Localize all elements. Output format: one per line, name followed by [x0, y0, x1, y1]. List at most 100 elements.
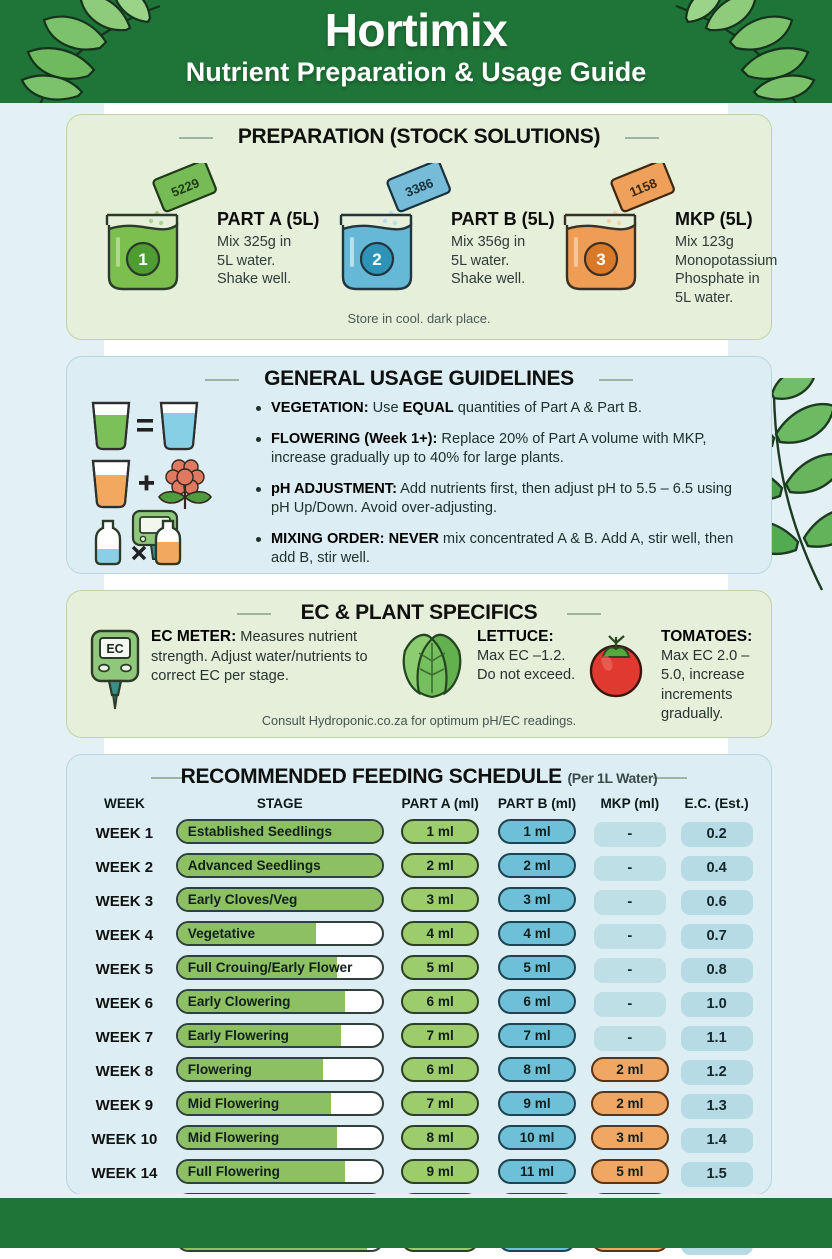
part-b-pill: 1 ml — [498, 819, 576, 844]
stage-pill: Full Crouing/Early Flower — [175, 955, 384, 980]
mkp-empty: - — [593, 991, 666, 1017]
col-week: WEEK — [103, 796, 145, 811]
usage-guidelines-panel: GENERAL USAGE GUIDELINES — [66, 356, 772, 574]
cell-mkp: 2 ml — [585, 1055, 674, 1089]
part-b-pill: 6 ml — [498, 989, 576, 1014]
guideline-ph-text: Add nutrients first, then adjust pH to 5… — [271, 481, 732, 516]
cell-week: WEEK 7 — [81, 1021, 168, 1055]
mkp-empty: - — [593, 1025, 666, 1051]
part-b-pill: 3 ml — [498, 887, 576, 912]
cell-part-a: 1 ml — [392, 817, 489, 851]
stage-pill: Flowering — [175, 1057, 384, 1082]
cell-part-b: 5 ml — [489, 953, 586, 987]
table-row: WEEK 3 Early Cloves/Veg 3 ml 3 ml -0.6 — [81, 885, 759, 919]
ec-value: 0.6 — [680, 889, 753, 915]
prep-heading-a: PART A (5L) — [217, 209, 320, 229]
part-a-pill: 1 ml — [401, 819, 480, 844]
cell-part-b: 1 ml — [489, 817, 586, 851]
cell-part-b: 7 ml — [489, 1021, 586, 1055]
week-label: WEEK 4 — [95, 927, 154, 944]
cell-stage: Full Flowering — [168, 1157, 392, 1191]
ec-value: 1.5 — [680, 1161, 753, 1187]
mkp-empty: - — [593, 889, 666, 915]
table-row: WEEK 14 Full Flowering 9 ml 11 ml 5 ml 1.5 — [81, 1157, 759, 1191]
col-stage: STAGE — [256, 796, 303, 811]
cell-ec: 0.4 — [674, 851, 759, 885]
ec-value: 0.8 — [680, 957, 753, 983]
ec-item-lettuce: LETTUCE: Max EC –1.2. Do not exceed. — [399, 627, 579, 703]
guidelines-title: GENERAL USAGE GUIDELINES — [264, 367, 574, 390]
ec-value: 1.0 — [680, 991, 753, 1017]
guideline-mixing-text2: mix concentrated A & B. Add A, stir well… — [271, 531, 734, 566]
ec-meter-icon: EC — [90, 629, 140, 710]
cell-part-b: 10 ml — [489, 1123, 586, 1157]
cell-part-a: 7 ml — [392, 1089, 489, 1123]
cell-week: WEEK 4 — [81, 919, 168, 953]
cell-mkp: - — [585, 953, 674, 987]
stage-label: Early Flowering — [187, 1028, 289, 1043]
guideline-mixing-strong: NEVER — [388, 531, 439, 547]
guideline-ph-label: pH ADJUSTMENT: — [271, 481, 397, 497]
cell-stage: Flowering — [168, 1055, 392, 1089]
part-a-pill: 4 ml — [401, 921, 480, 946]
stage-pill: Mid Flowering — [175, 1125, 384, 1150]
stage-progress-fill — [177, 1059, 323, 1080]
cell-ec: 1.0 — [674, 987, 759, 1021]
times-icon — [131, 545, 147, 561]
lettuce-body: Max EC –1.2. Do not exceed. — [477, 647, 576, 684]
cell-mkp: - — [585, 987, 674, 1021]
lettuce-heading: LETTUCE: — [477, 628, 554, 645]
table-row: WEEK 7 Early Flowering 7 ml 7 ml -1.1 — [81, 1021, 759, 1055]
week-label: WEEK 14 — [91, 1165, 158, 1182]
stage-progress-fill — [177, 1025, 341, 1046]
page-subtitle: Nutrient Preparation & Usage Guide — [185, 57, 647, 87]
feeding-schedule-panel: RECOMMENDED FEEDING SCHEDULE (Per 1L Wat… — [66, 754, 772, 1255]
cell-stage: Full Crouing/Early Flower — [168, 953, 392, 987]
bottle-orange-icon — [154, 519, 182, 566]
col-part-b: PART B (ml) — [497, 796, 577, 811]
ec-value: 0.7 — [680, 923, 753, 949]
stage-progress-fill — [177, 855, 382, 876]
guideline-mixing-label: MIXING ORDER: — [271, 531, 385, 547]
week-label: WEEK 10 — [91, 1131, 158, 1148]
mkp-pill: 2 ml — [590, 1057, 669, 1082]
leaf-decoration-left — [20, 0, 161, 103]
week-label: WEEK 2 — [95, 859, 154, 876]
stage-progress-fill — [177, 1127, 337, 1148]
cell-ec: 0.8 — [674, 953, 759, 987]
page-footer — [0, 1194, 832, 1248]
prep-body-b: Mix 356g in 5L water. Shake well. — [451, 234, 526, 287]
tomatoes-body: Max EC 2.0 – 5.0, increase increments gr… — [661, 647, 750, 723]
prep-item-part-b: 3386 2 PART B (5L) Mix 356g in 5L water.… — [333, 159, 555, 298]
guideline-vegetation: VEGETATION: Use EQUAL quantities of Part… — [253, 399, 753, 418]
tomatoes-heading: TOMATOES: — [661, 628, 753, 645]
preparation-panel: PREPARATION (STOCK SOLUTIONS) 5229 1 — [66, 114, 777, 340]
cell-week: WEEK 6 — [81, 987, 168, 1021]
cell-ec: 1.3 — [674, 1089, 759, 1123]
ec-meter-body: Measures nutrient strength. Adjust water… — [151, 629, 368, 684]
beaker-number-mkp: 3 — [596, 250, 605, 269]
guidelines-icon-stack — [91, 401, 212, 566]
cell-part-a: 6 ml — [392, 1055, 489, 1089]
ec-value: 1.4 — [680, 1127, 753, 1153]
week-label: WEEK 3 — [95, 893, 154, 910]
week-label: WEEK 6 — [95, 995, 154, 1012]
cell-stage: Established Seedlings — [168, 817, 392, 851]
mkp-empty: - — [593, 957, 666, 983]
part-b-pill: 5 ml — [498, 955, 576, 980]
stage-pill: Vegetative — [175, 921, 384, 946]
ec-item-tomatoes: TOMATOES: Max EC 2.0 – 5.0, increase inc… — [583, 627, 763, 725]
ec-meter-heading: EC METER: — [151, 628, 237, 645]
col-part-a: PART A (ml) — [401, 796, 479, 811]
week-label: WEEK 9 — [95, 1097, 154, 1114]
table-row: WEEK 2 Advanced Seedlings 2 ml 2 ml -0.4 — [81, 851, 759, 885]
prep-body-a: Mix 325g in 5L water. Shake well. — [217, 234, 292, 287]
part-b-pill: 7 ml — [498, 1023, 576, 1048]
guideline-flowering-label: FLOWERING (Week 1+): — [271, 431, 438, 447]
stage-label: Mid Flowering — [187, 1096, 280, 1111]
stage-progress-fill — [177, 1161, 346, 1182]
stage-pill: Early Cloves/Veg — [175, 887, 384, 912]
mkp-pill: 5 ml — [590, 1159, 669, 1184]
cell-mkp: - — [585, 885, 674, 919]
cell-part-a: 3 ml — [392, 885, 489, 919]
